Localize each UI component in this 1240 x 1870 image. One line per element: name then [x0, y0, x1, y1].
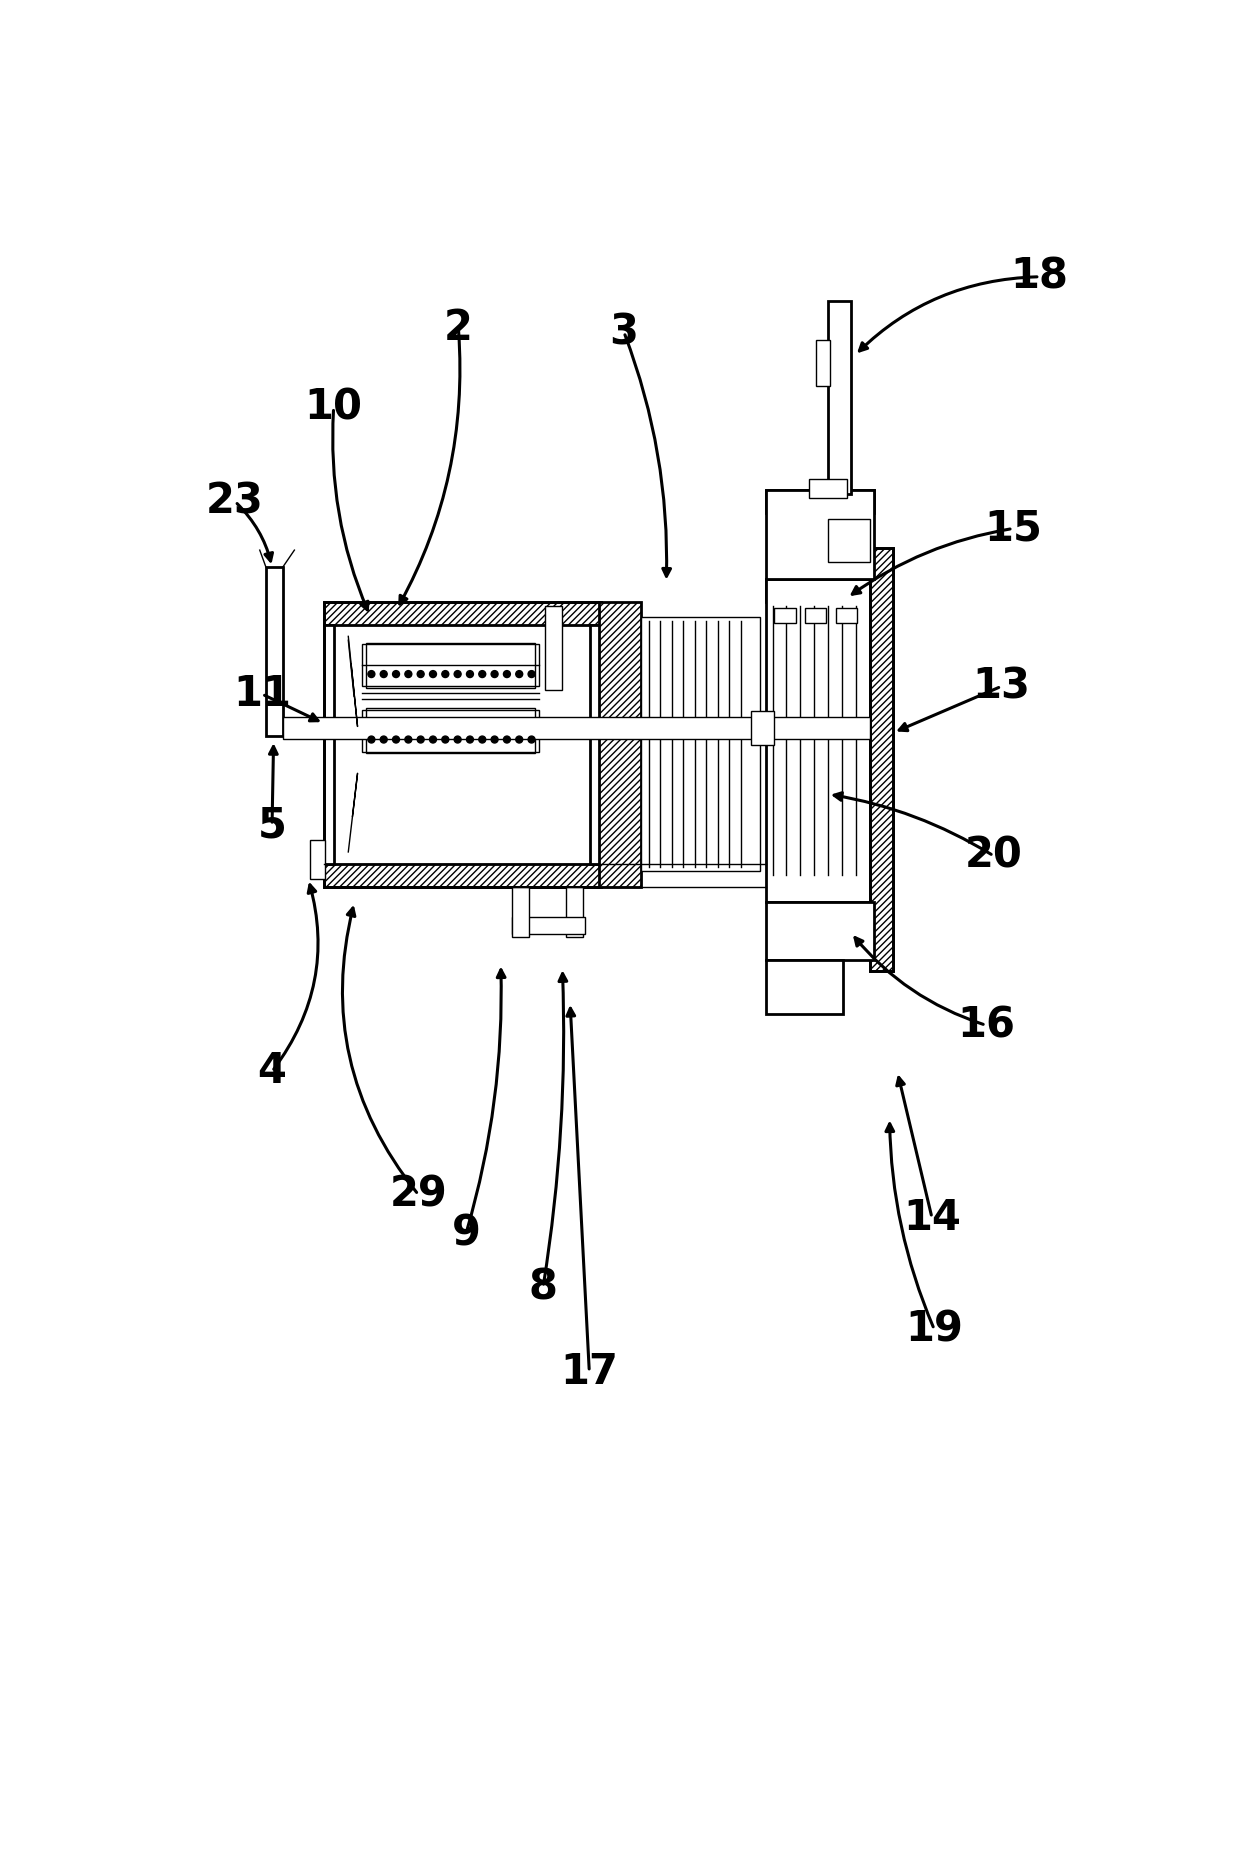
Circle shape: [528, 737, 534, 742]
Bar: [324, 864, 601, 886]
Bar: [366, 643, 536, 688]
Bar: [766, 578, 874, 901]
Bar: [590, 625, 601, 864]
Circle shape: [479, 671, 486, 677]
Circle shape: [466, 671, 474, 677]
Circle shape: [405, 737, 412, 742]
Circle shape: [417, 671, 424, 677]
Text: 20: 20: [965, 834, 1023, 877]
Circle shape: [381, 737, 387, 742]
Circle shape: [516, 671, 523, 677]
Circle shape: [454, 737, 461, 742]
Bar: [808, 479, 847, 497]
Text: 19: 19: [905, 1309, 963, 1350]
Circle shape: [417, 737, 424, 742]
Circle shape: [503, 737, 511, 742]
Circle shape: [368, 737, 374, 742]
Bar: [310, 840, 325, 879]
Bar: [641, 617, 760, 871]
Text: 14: 14: [903, 1197, 961, 1238]
Text: 17: 17: [560, 1350, 619, 1393]
Bar: [366, 709, 536, 754]
Circle shape: [479, 737, 486, 742]
Circle shape: [441, 671, 449, 677]
Bar: [870, 548, 894, 971]
Text: 29: 29: [389, 1174, 448, 1216]
Bar: [828, 301, 851, 494]
Bar: [265, 567, 283, 737]
Bar: [766, 578, 874, 602]
Text: 23: 23: [206, 481, 264, 522]
Bar: [546, 606, 563, 690]
Circle shape: [429, 671, 436, 677]
Circle shape: [393, 671, 399, 677]
Circle shape: [368, 671, 374, 677]
Circle shape: [503, 671, 511, 677]
Bar: [324, 625, 335, 864]
Bar: [362, 643, 539, 686]
Bar: [512, 918, 585, 935]
Bar: [816, 340, 831, 385]
Bar: [283, 718, 870, 739]
Bar: [599, 602, 641, 886]
Text: 10: 10: [305, 387, 362, 428]
Circle shape: [429, 737, 436, 742]
Text: 11: 11: [233, 673, 291, 714]
Circle shape: [405, 671, 412, 677]
Circle shape: [491, 671, 498, 677]
Bar: [324, 602, 601, 625]
Circle shape: [393, 737, 399, 742]
Bar: [324, 602, 601, 886]
Bar: [751, 711, 774, 744]
Bar: [766, 490, 874, 578]
Text: 18: 18: [1011, 256, 1069, 297]
Circle shape: [516, 737, 523, 742]
Text: 8: 8: [528, 1266, 558, 1307]
Text: 9: 9: [451, 1212, 481, 1255]
Text: 13: 13: [972, 666, 1030, 707]
Bar: [836, 608, 857, 623]
Text: 15: 15: [983, 507, 1042, 550]
Circle shape: [466, 737, 474, 742]
Text: 2: 2: [444, 307, 472, 350]
Bar: [828, 520, 870, 561]
Circle shape: [454, 671, 461, 677]
Bar: [362, 709, 539, 752]
Text: 16: 16: [957, 1004, 1014, 1045]
Bar: [567, 886, 583, 937]
Bar: [766, 959, 843, 1014]
Circle shape: [381, 671, 387, 677]
Bar: [766, 901, 874, 959]
Text: 4: 4: [258, 1051, 286, 1092]
Circle shape: [491, 737, 498, 742]
Text: 3: 3: [609, 310, 639, 353]
Text: 5: 5: [258, 804, 286, 845]
Bar: [770, 914, 870, 941]
Circle shape: [528, 671, 534, 677]
Bar: [774, 608, 796, 623]
Bar: [870, 548, 894, 971]
Circle shape: [441, 737, 449, 742]
Bar: [805, 608, 826, 623]
Bar: [512, 886, 529, 937]
Bar: [766, 490, 874, 512]
